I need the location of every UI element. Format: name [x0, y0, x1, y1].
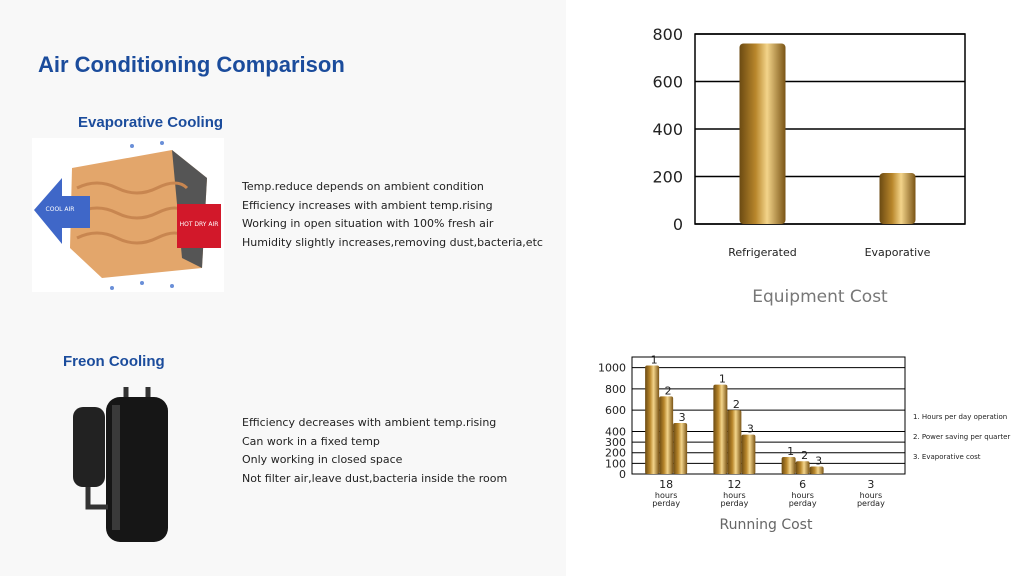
section-heading: Freon Cooling: [63, 353, 165, 370]
category-unit: perday: [789, 499, 817, 508]
bar: [809, 466, 824, 474]
legend-entry: 3. Evaporative cost: [913, 453, 981, 461]
category-unit: perday: [720, 499, 748, 508]
category-value: 18: [659, 478, 673, 491]
y-tick-label: 200: [652, 168, 683, 187]
bar: [781, 456, 796, 474]
compressor-image: [73, 387, 168, 542]
bar: [713, 384, 728, 474]
bar-label: 3: [815, 455, 822, 468]
point: Temp.reduce depends on ambient condition: [242, 180, 484, 193]
x-tick-label: Evaporative: [865, 246, 931, 259]
y-tick-label: 400: [605, 425, 626, 438]
y-tick-label: 0: [619, 468, 626, 481]
bar: [645, 365, 660, 474]
bar-label: 1: [651, 354, 658, 367]
x-tick-label: 18 hours perday: [652, 478, 680, 508]
bar: [659, 396, 674, 474]
bar: [879, 172, 916, 224]
y-tick-label: 800: [605, 383, 626, 396]
category-unit: hours: [860, 491, 883, 500]
evaporative-image: COOL AIR HOT DRY AIR: [32, 138, 224, 292]
x-tick-label: Refrigerated: [728, 246, 796, 259]
x-tick-label: 12 hours perday: [720, 478, 748, 508]
x-tick-label: 3 hours perday: [857, 478, 885, 508]
category-unit: hours: [655, 491, 678, 500]
y-tick-label: 400: [652, 120, 683, 139]
bar-label: 3: [747, 423, 754, 436]
point: Not filter air,leave dust,bacteria insid…: [242, 471, 508, 485]
category-unit: perday: [857, 499, 885, 508]
legend-entry: 2. Power saving per quarter: [913, 433, 1010, 441]
category-unit: hours: [723, 491, 746, 500]
bar: [673, 422, 688, 474]
y-tick-label: 0: [673, 215, 683, 234]
category-value: 12: [727, 478, 741, 491]
point: Efficiency increases with ambient temp.r…: [242, 198, 493, 212]
category-value: 3: [867, 478, 874, 491]
chart-title: Running Cost: [720, 517, 813, 533]
plot-frame: [694, 33, 966, 225]
bar-label: 2: [733, 398, 740, 411]
y-tick-label: 600: [605, 404, 626, 417]
equipment-cost-chart: 0 200 400 600 800 Refrigerated Evaporative Equi…: [652, 25, 966, 307]
bar-label: 2: [801, 449, 808, 462]
x-tick-label: 6 hours perday: [789, 478, 817, 508]
bar-label: 3: [679, 411, 686, 424]
y-tick-label: 1000: [598, 362, 626, 375]
y-tick-label: 800: [652, 25, 683, 44]
category-unit: perday: [652, 499, 680, 508]
page-title: Air Conditioning Comparison: [38, 52, 345, 77]
bar: [795, 461, 810, 474]
bar-label: 2: [665, 384, 672, 397]
bar-label: 1: [787, 445, 794, 458]
bar-label: 1: [719, 373, 726, 386]
y-tick-label: 300: [605, 436, 626, 449]
plot-frame: [631, 356, 906, 475]
image-label: HOT DRY AIR: [180, 221, 219, 228]
point: Efficiency decreases with ambient temp.r…: [242, 416, 497, 429]
point: Only working in closed space: [242, 453, 403, 466]
legend-entry: 1. Hours per day operation: [913, 413, 1007, 421]
point-list: Efficiency decreases with ambient temp.r…: [242, 414, 507, 488]
bar: [727, 410, 742, 474]
category-value: 6: [799, 478, 806, 491]
image-label: COOL AIR: [46, 206, 75, 213]
point-list: Temp.reduce depends on ambient condition…: [242, 178, 543, 252]
point: Can work in a fixed temp: [242, 434, 380, 448]
point: Working in open situation with 100% fres…: [242, 217, 494, 230]
chart-title: Equipment Cost: [752, 287, 888, 307]
y-tick-label: 100: [605, 457, 626, 470]
category-unit: hours: [791, 491, 814, 500]
y-tick-label: 200: [605, 447, 626, 460]
section-heading: Evaporative Cooling: [78, 114, 224, 131]
bar: [739, 43, 786, 224]
bar: [741, 434, 756, 474]
y-tick-label: 600: [652, 73, 683, 92]
point: Humidity slightly increases,removing dus…: [242, 235, 543, 249]
